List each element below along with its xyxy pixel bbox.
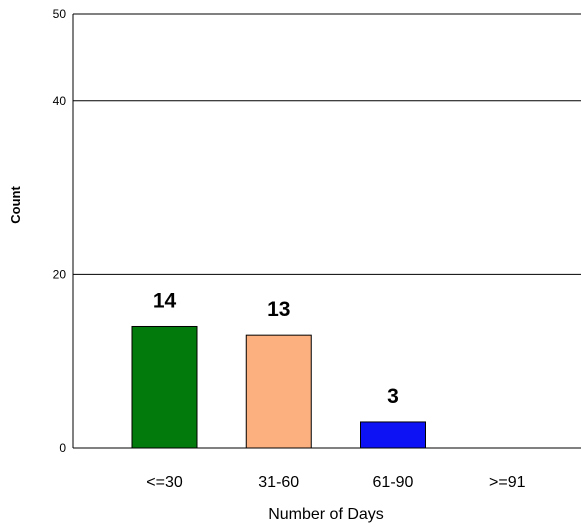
data-labels: 14 13 3 xyxy=(153,289,399,407)
y-tick-label: 50 xyxy=(53,7,67,21)
data-label: 3 xyxy=(387,385,399,408)
data-label: 14 xyxy=(153,289,177,312)
gridlines xyxy=(73,13,581,449)
data-label: 13 xyxy=(267,298,290,321)
bar xyxy=(131,325,198,449)
y-axis-title: Count xyxy=(8,186,23,224)
x-tick-label: 61-90 xyxy=(373,474,414,491)
bars xyxy=(131,325,426,449)
bar xyxy=(245,334,312,449)
y-tick-label: 40 xyxy=(53,94,67,108)
y-tick-label: 0 xyxy=(59,441,66,455)
bar xyxy=(360,421,426,449)
x-tick-label: 31-60 xyxy=(258,474,299,491)
x-axis-title: Number of Days xyxy=(268,506,384,523)
x-tick-label: >=91 xyxy=(489,474,526,491)
y-tick-label: 20 xyxy=(53,267,67,281)
category-labels: <=30 31-60 61-90 >=91 xyxy=(146,474,525,491)
x-tick-label: <=30 xyxy=(146,474,183,491)
y-tick-labels: 0 20 40 50 xyxy=(53,7,67,455)
